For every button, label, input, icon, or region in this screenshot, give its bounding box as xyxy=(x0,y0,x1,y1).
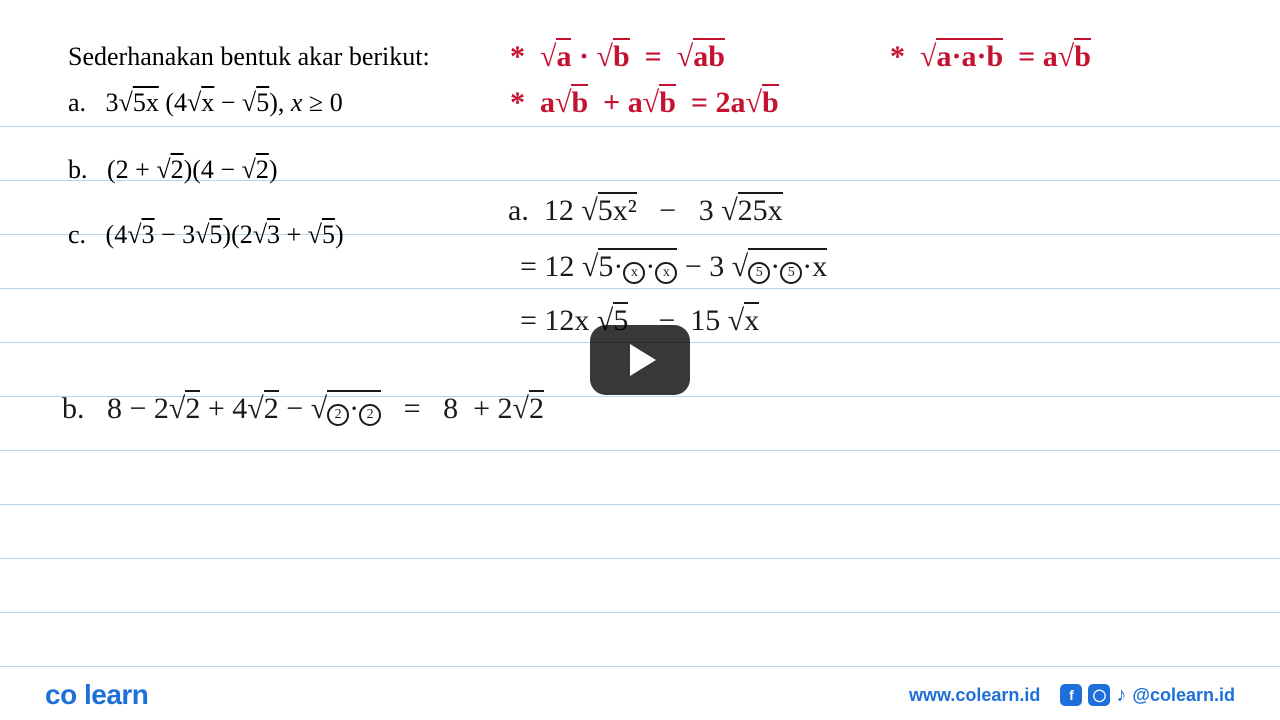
footer-bar: co learn www.colearn.id f ◯ ♪ @colearn.i… xyxy=(0,670,1280,720)
expr-a: 3√5x (4√x − √5), x ≥ 0 xyxy=(106,88,343,117)
rule-1: * √a · √b = √ab xyxy=(510,40,725,74)
problem-a: a. 3√5x (4√x − √5), x ≥ 0 xyxy=(68,88,343,118)
label-b: b. xyxy=(68,155,88,184)
play-icon xyxy=(630,344,656,376)
problem-c: c. (4√3 − 3√5)(2√3 + √5) xyxy=(68,220,344,250)
tiktok-icon: ♪ xyxy=(1116,684,1126,707)
label-a: a. xyxy=(68,88,86,117)
footer-url: www.colearn.id xyxy=(909,685,1040,706)
social-handle: @colearn.id xyxy=(1132,685,1235,706)
rule-2: * √a·a·b = a√b xyxy=(890,40,1091,74)
expr-b: (2 + √2)(4 − √2) xyxy=(107,155,278,184)
social-icons: f ◯ ♪ @colearn.id xyxy=(1060,684,1235,707)
rule-3: * a√b + a√b = 2a√b xyxy=(510,86,779,120)
work-a-line2: = 12 √5·x·x − 3 √5·5·x xyxy=(520,250,827,284)
logo-part-a: co xyxy=(45,679,77,710)
work-a-line1: a. 12 √5x² − 3 √25x xyxy=(508,194,783,228)
work-b: b. 8 − 2√2 + 4√2 − √2·2 = 8 + 2√2 xyxy=(62,392,544,426)
logo-dot xyxy=(77,679,84,710)
expr-c: (4√3 − 3√5)(2√3 + √5) xyxy=(106,220,344,249)
logo-part-b: learn xyxy=(84,679,148,710)
instagram-icon: ◯ xyxy=(1088,684,1110,706)
footer-right: www.colearn.id f ◯ ♪ @colearn.id xyxy=(909,684,1235,707)
facebook-icon: f xyxy=(1060,684,1082,706)
problem-b: b. (2 + √2)(4 − √2) xyxy=(68,155,278,185)
label-c: c. xyxy=(68,220,86,249)
colearn-logo: co learn xyxy=(45,679,148,711)
problem-title: Sederhanakan bentuk akar berikut: xyxy=(68,42,430,72)
play-button[interactable] xyxy=(590,325,690,395)
